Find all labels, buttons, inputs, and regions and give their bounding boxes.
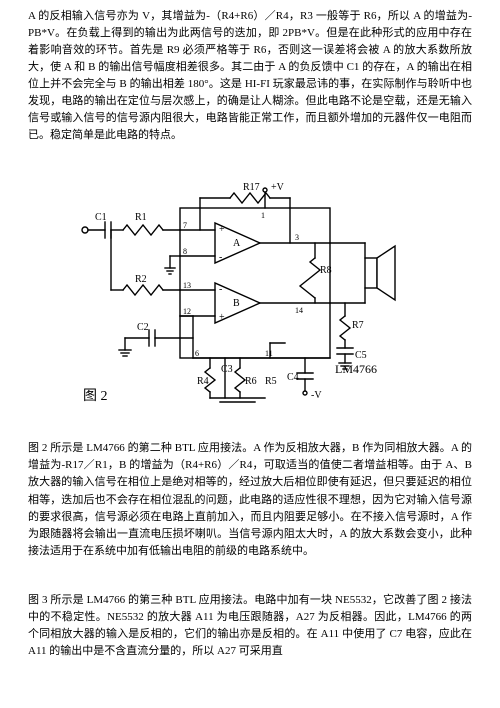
label-c4: C4	[287, 372, 299, 383]
label-opamp-b: B	[233, 298, 240, 309]
spacer	[28, 564, 472, 592]
pin-6: 6	[195, 349, 199, 358]
label-c5: C5	[355, 350, 367, 361]
pin-1: 1	[261, 211, 265, 220]
spacer	[28, 412, 472, 440]
paragraph-2: 图 2 所示是 LM4766 的第二种 BTL 应用接法。A 作为反相放大器，B…	[28, 440, 472, 559]
pin-14: 14	[295, 306, 303, 315]
label-minusv: -V	[311, 390, 322, 401]
label-r7: R7	[352, 320, 364, 331]
label-c2: C2	[137, 322, 149, 333]
circuit-svg: C1 R1 R2 R17 R8 R7 C5 C2 R4 R6 C3 C4 R5 …	[65, 168, 435, 408]
spacer	[28, 148, 472, 162]
opamp-b-plus: +	[219, 312, 225, 323]
label-c3: C3	[221, 364, 233, 375]
label-opamp-a: A	[233, 238, 241, 249]
opamp-a-minus: -	[219, 252, 222, 263]
figure-caption: 图 2	[83, 389, 108, 404]
label-plusv: +V	[271, 182, 285, 193]
pin-8: 8	[183, 247, 187, 256]
paragraph-1: A 的反相输入信号亦为 V，其增益为-（R4+R6）／R4，R3 一般等于 R6…	[28, 8, 472, 144]
opamp-b-minus: -	[219, 284, 222, 295]
pin-3: 3	[295, 233, 299, 242]
pin-12: 12	[183, 307, 191, 316]
figure-2-container: C1 R1 R2 R17 R8 R7 C5 C2 R4 R6 C3 C4 R5 …	[28, 168, 472, 408]
label-r2: R2	[135, 274, 147, 285]
pin-7: 7	[183, 221, 187, 230]
opamp-a-plus: +	[219, 224, 225, 235]
label-r6: R6	[245, 376, 257, 387]
label-c1: C1	[95, 212, 107, 223]
pin-13: 13	[183, 281, 191, 290]
label-r1: R1	[135, 212, 147, 223]
label-chip: LM4766	[335, 362, 377, 376]
label-r17: R17	[243, 182, 260, 193]
label-r8: R8	[320, 265, 332, 276]
label-r4: R4	[197, 376, 209, 387]
pin-11: 11	[265, 349, 273, 358]
figure-2: C1 R1 R2 R17 R8 R7 C5 C2 R4 R6 C3 C4 R5 …	[65, 168, 435, 408]
paragraph-3: 图 3 所示是 LM4766 的第三种 BTL 应用接法。电路中加有一块 NE5…	[28, 592, 472, 660]
label-r5: R5	[265, 376, 277, 387]
